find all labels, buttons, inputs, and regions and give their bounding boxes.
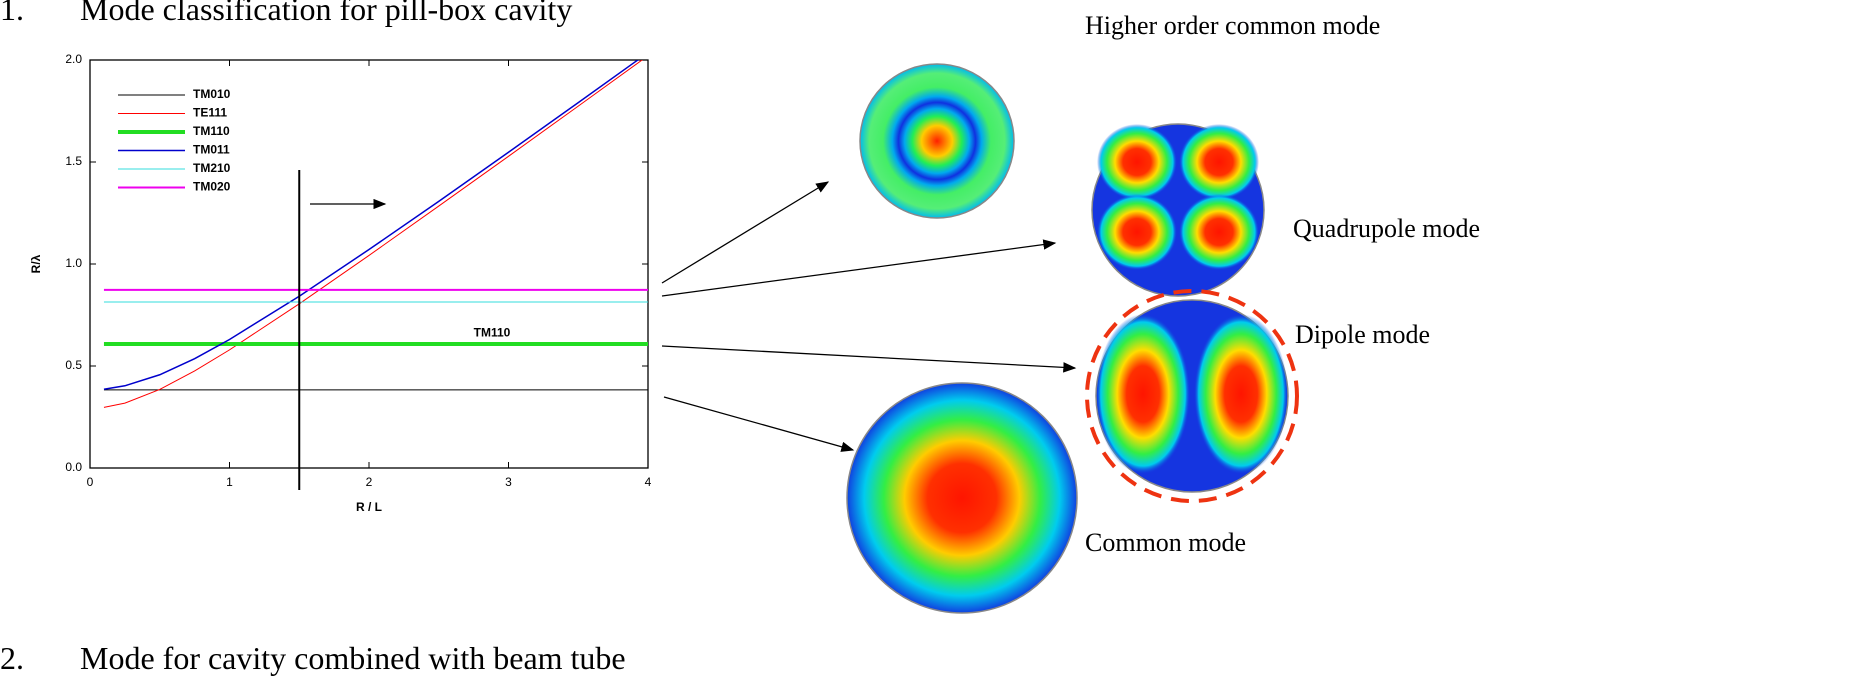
legend-label: TE111 [193,106,227,120]
x-tick-label: 4 [645,475,652,489]
page: {"heading_1":{"number":"1.","text":"Mode… [0,0,1861,680]
plot-area [104,53,648,408]
annotation: TM110 [474,326,511,340]
x-tick-label: 3 [505,475,512,489]
y-tick-label: 1.5 [65,154,82,168]
legend-label: TM110 [193,124,230,138]
legend-label: TM020 [193,180,231,194]
slide: 1. Mode classification for pill-box cavi… [0,0,1861,680]
legend-label: TM010 [193,87,231,101]
y-tick-label: 0.0 [65,460,82,474]
plot-frame [90,60,648,468]
y-tick-label: 1.0 [65,256,82,270]
x-tick-label: 1 [226,475,233,489]
legend-label: TM011 [193,143,230,157]
mode-label: Higher order common mode [1085,11,1380,40]
legend-label: TM210 [193,161,231,175]
x-axis-label: R / L [356,500,382,514]
mode-label: Quadrupole mode [1293,214,1480,243]
mode-label: Dipole mode [1295,320,1430,349]
series-line [104,56,648,408]
series-line [104,53,648,390]
heading: Mode classification for pill-box cavity [80,0,572,27]
y-axis-label: R/λ [29,254,43,273]
x-tick-label: 0 [87,475,94,489]
mode-label: Common mode [1085,528,1246,557]
heading-number: 2. [0,640,24,676]
y-tick-label: 2.0 [65,52,82,66]
heading: Mode for cavity combined with beam tube [80,640,626,676]
y-tick-label: 0.5 [65,358,82,372]
x-tick-label: 2 [366,475,373,489]
heading-number: 1. [0,0,24,27]
